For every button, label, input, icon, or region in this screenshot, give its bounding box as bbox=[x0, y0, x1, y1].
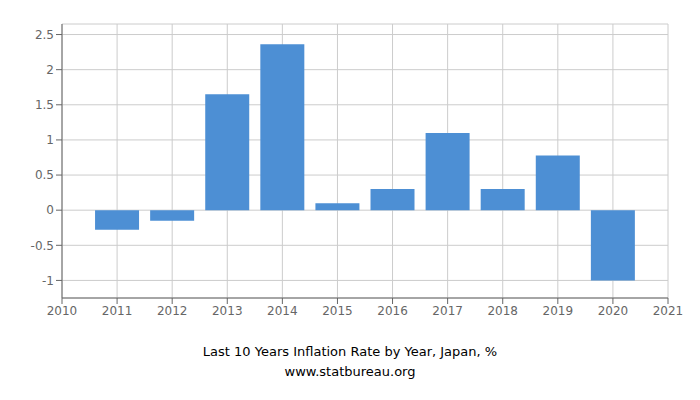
svg-text:2.5: 2.5 bbox=[35, 28, 54, 42]
svg-text:2: 2 bbox=[46, 63, 54, 77]
svg-text:0.5: 0.5 bbox=[35, 168, 54, 182]
svg-text:2017: 2017 bbox=[432, 304, 463, 318]
svg-text:-1: -1 bbox=[42, 274, 54, 288]
svg-text:0: 0 bbox=[46, 203, 54, 217]
svg-text:2015: 2015 bbox=[322, 304, 353, 318]
svg-text:-0.5: -0.5 bbox=[31, 239, 54, 253]
svg-text:2018: 2018 bbox=[487, 304, 518, 318]
svg-text:2010: 2010 bbox=[47, 304, 78, 318]
svg-text:2013: 2013 bbox=[212, 304, 243, 318]
svg-text:2021: 2021 bbox=[653, 304, 684, 318]
svg-text:1.5: 1.5 bbox=[35, 98, 54, 112]
svg-text:2019: 2019 bbox=[543, 304, 574, 318]
svg-text:1: 1 bbox=[46, 133, 54, 147]
svg-text:2012: 2012 bbox=[157, 304, 188, 318]
svg-text:2014: 2014 bbox=[267, 304, 298, 318]
html-text:www.statbureau.org: www.statbureau.org bbox=[284, 364, 416, 379]
svg-text:2016: 2016 bbox=[377, 304, 408, 318]
svg-text:2020: 2020 bbox=[598, 304, 629, 318]
html-text:Last 10 Years Inflation Rate b: Last 10 Years Inflation Rate by Year, Ja… bbox=[202, 344, 498, 359]
svg-text:2011: 2011 bbox=[102, 304, 133, 318]
